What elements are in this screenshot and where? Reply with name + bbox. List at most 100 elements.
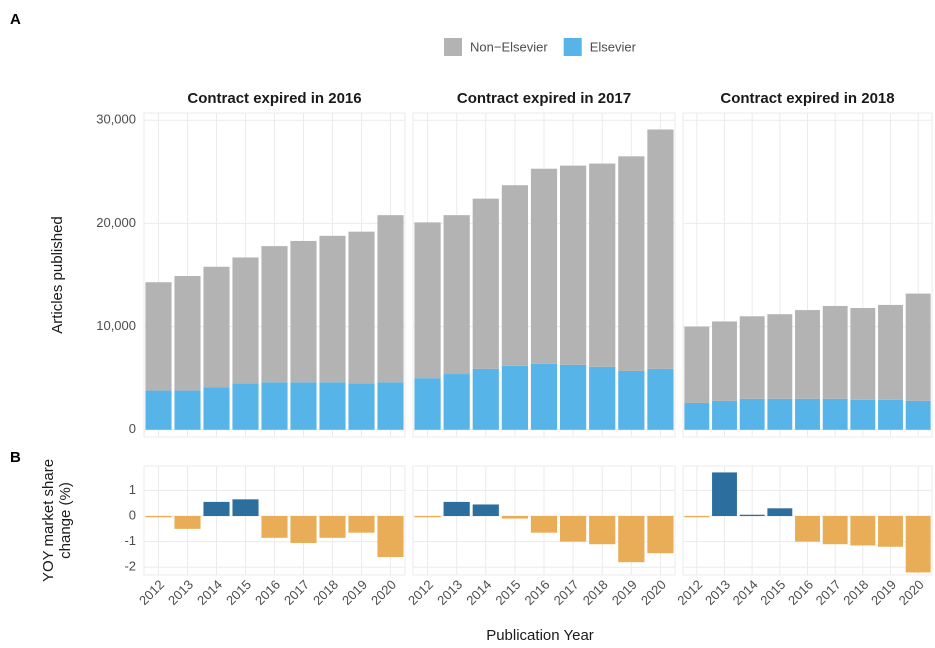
x-tick-label: 2014	[194, 577, 225, 608]
x-tick-label: 2015	[757, 577, 788, 608]
bar-segment	[501, 365, 528, 430]
bar-segment	[767, 398, 793, 430]
bar-segment	[443, 215, 470, 375]
bar	[822, 516, 848, 545]
panel-title: Contract expired in 2018	[720, 90, 894, 107]
bar-segment	[261, 382, 288, 430]
bar-segment	[647, 368, 674, 430]
y-tick-label: 0	[129, 421, 136, 436]
x-tick-label: 2018	[310, 577, 341, 608]
panel-label: B	[10, 449, 21, 466]
bar	[560, 516, 587, 542]
bar-segment	[145, 390, 172, 430]
y-tick-label: 10,000	[96, 318, 136, 333]
bar-segment	[319, 382, 346, 430]
bar	[443, 501, 470, 517]
bar	[232, 499, 259, 517]
bar	[684, 516, 710, 518]
bar-segment	[560, 364, 587, 430]
bar-segment	[414, 222, 441, 379]
bar-segment	[232, 383, 259, 430]
bar-segment	[822, 398, 848, 430]
bar-segment	[589, 163, 616, 367]
bar-segment	[712, 400, 737, 430]
bar-segment	[443, 374, 470, 430]
bar	[348, 516, 375, 533]
x-tick-label: 2012	[674, 577, 705, 608]
x-tick-label: 2012	[136, 577, 167, 608]
x-tick-label: 2015	[223, 577, 254, 608]
bar	[739, 514, 765, 517]
bar-segment	[795, 398, 820, 430]
x-tick-label: 2019	[339, 577, 370, 608]
x-tick-label: 2019	[868, 577, 899, 608]
bar	[501, 516, 528, 519]
x-tick-label: 2018	[840, 577, 871, 608]
x-tick-label: 2012	[405, 577, 436, 608]
y-tick-label: -1	[124, 533, 136, 548]
bar-segment	[377, 382, 404, 430]
bar-segment	[684, 402, 710, 430]
y-tick-label: 1	[129, 482, 136, 497]
x-axis-title: Publication Year	[486, 627, 594, 644]
y-tick-label: 30,000	[96, 112, 136, 127]
bar-segment	[377, 215, 404, 383]
x-tick-label: 2013	[702, 577, 733, 608]
x-tick-label: 2019	[609, 577, 640, 608]
y-tick-label: 20,000	[96, 215, 136, 230]
bar-segment	[232, 257, 259, 384]
bar-segment	[878, 304, 903, 400]
bar	[377, 516, 404, 558]
bar-segment	[560, 165, 587, 365]
x-tick-label: 2020	[896, 577, 927, 608]
x-tick-label: 2014	[463, 577, 494, 608]
bar-segment	[530, 168, 558, 364]
bar-segment	[647, 129, 674, 369]
bar	[261, 516, 288, 538]
panel-title: Contract expired in 2017	[457, 90, 631, 107]
x-tick-label: 2014	[730, 577, 761, 608]
bar	[203, 501, 230, 517]
bar-segment	[739, 316, 765, 399]
legend-swatch	[444, 38, 462, 56]
bar-segment	[530, 363, 558, 430]
x-tick-label: 2016	[785, 577, 816, 608]
legend-label: Elsevier	[590, 39, 637, 54]
bar-segment	[712, 321, 737, 401]
bar	[795, 516, 820, 542]
x-tick-label: 2016	[521, 577, 552, 608]
y-axis-title: YOY market share	[40, 459, 57, 582]
bar-segment	[822, 305, 848, 399]
y-tick-label: -2	[124, 559, 136, 574]
bar	[712, 472, 737, 517]
bar-segment	[174, 390, 201, 430]
bar-segment	[905, 293, 931, 401]
bar	[174, 516, 201, 529]
bar-segment	[618, 156, 645, 371]
y-tick-label: 0	[129, 507, 136, 522]
bar	[618, 516, 645, 563]
bar	[850, 516, 876, 546]
bar-segment	[850, 308, 876, 400]
y-axis-title: change (%)	[57, 482, 74, 559]
bar-segment	[618, 370, 645, 430]
bar-segment	[348, 231, 375, 384]
bar-segment	[878, 399, 903, 430]
bar-segment	[472, 198, 499, 369]
bar-segment	[905, 400, 931, 430]
x-tick-label: 2017	[281, 577, 312, 608]
bar	[472, 504, 499, 517]
bar-segment	[145, 282, 172, 391]
bar	[589, 516, 616, 545]
y-axis-title: Articles published	[49, 216, 66, 334]
bar	[145, 516, 172, 518]
bar-segment	[850, 399, 876, 430]
bar-segment	[739, 398, 765, 430]
bar	[530, 516, 558, 533]
bar-segment	[290, 240, 317, 383]
x-tick-label: 2020	[638, 577, 669, 608]
x-tick-label: 2017	[813, 577, 844, 608]
bar-segment	[174, 276, 201, 391]
bar-segment	[795, 310, 820, 399]
bar-segment	[589, 366, 616, 430]
